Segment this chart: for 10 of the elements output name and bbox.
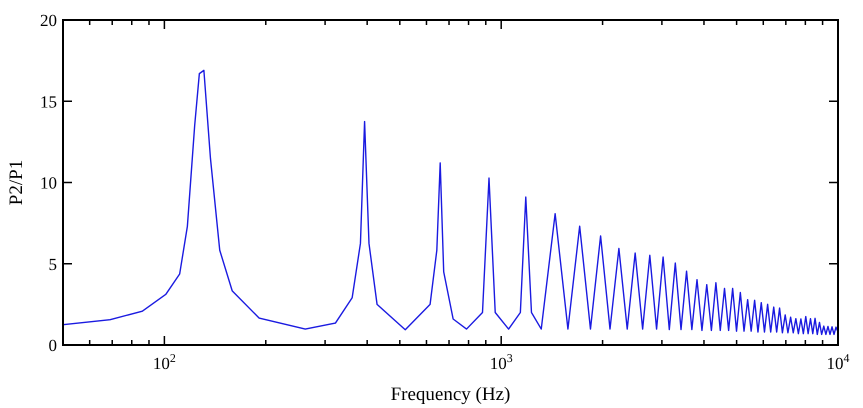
y-tick-label: 5: [48, 254, 57, 274]
x-tick-label: 10$^{2}$: [152, 351, 176, 373]
x-tick-label: 10$^{3}$: [490, 351, 513, 373]
y-tick-label: 15: [40, 92, 57, 112]
y-axis-title: P2/P1: [6, 160, 27, 206]
x-tick-label: 10$^{4}$: [826, 351, 850, 373]
y-tick-label: 20: [40, 11, 57, 30]
y-tick-label: 0: [48, 336, 57, 355]
x-axis-title: Frequency (Hz): [390, 384, 510, 405]
y-tick-label: 10: [40, 174, 57, 192]
